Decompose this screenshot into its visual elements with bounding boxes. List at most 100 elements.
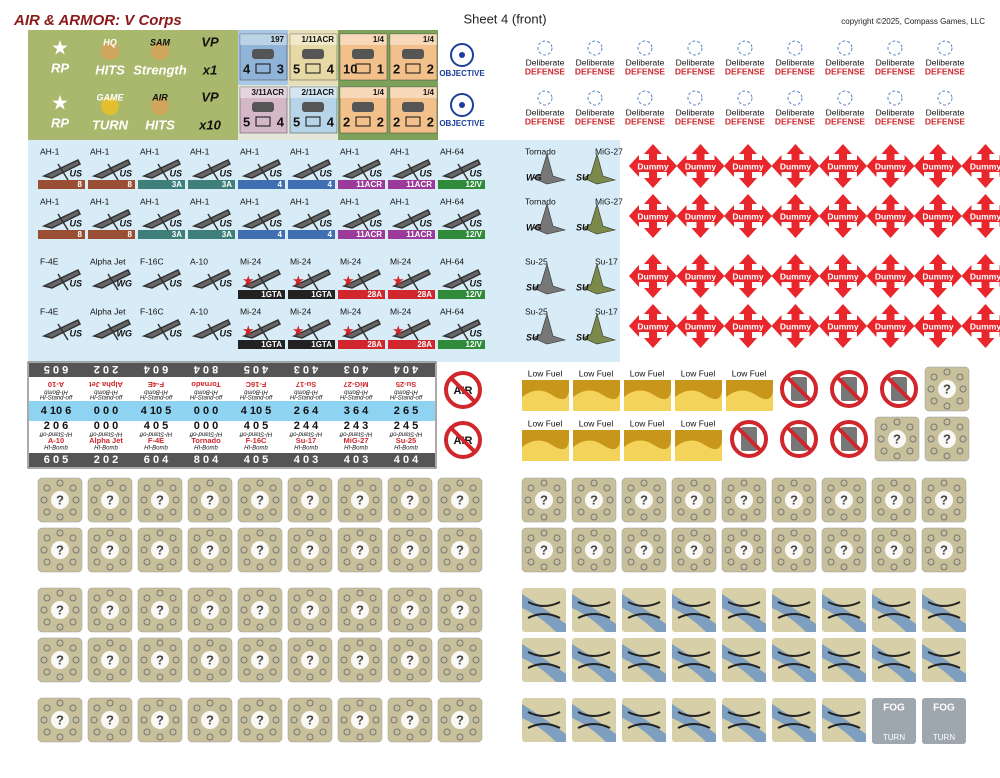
defense-text: DEFENSE [525,116,565,126]
dummy-text: Dummy [637,321,668,331]
hidden-dot [343,594,351,602]
hidden-dot [356,673,364,681]
hidden-dot [119,644,127,652]
hidden-badge [251,651,269,669]
hidden-dot [924,496,932,504]
aircraft-name: Mi-24 [340,256,362,266]
hidden-dot [556,546,564,554]
hidden-dot [369,534,377,542]
hidden-dot [93,668,101,676]
hidden-dot [56,623,64,631]
hidden-dot [903,558,911,566]
strip-value: 2 0 6 [44,420,68,432]
hidden-dot [169,704,177,712]
hidden-mark: ? [890,492,898,507]
hidden-dot [877,534,885,542]
unit-badge [438,180,485,189]
bridge [577,601,611,619]
hidden-dot [369,484,377,492]
hidden-dot [690,513,698,521]
strip-value: 2 6 5 [394,405,418,417]
hidden-badge [51,651,69,669]
hidden-dot [606,546,614,554]
dummy-arrows [629,254,677,298]
hidden-dot [874,546,882,554]
hidden-dot [56,733,64,741]
hidden-dot [293,728,301,736]
strip-value: 2 0 2 [94,454,118,466]
hidden-dot [456,513,464,521]
aircraft-side: SU [526,282,539,292]
strip-value: 4 0 4 [394,454,419,466]
hidden-badge [151,541,169,559]
hidden-dot [422,656,430,664]
strip-value: 2 4 4 [294,420,319,432]
hidden-dot [306,589,314,597]
hidden-dot [222,496,230,504]
hidden-mark: ? [256,492,264,507]
hidden-mark: ? [206,652,214,667]
defense-text: DEFENSE [925,66,965,76]
hidden-dot [343,508,351,516]
hidden-mark: ? [406,492,414,507]
hidden-dot [840,563,848,571]
bridge [677,651,711,669]
unit-attack: 4 [243,61,251,76]
aircraft-side: US [369,218,382,228]
hidden-dot [106,563,114,571]
strip-value: 6 0 5 [44,454,68,466]
hidden-dot [172,496,180,504]
hidden-dot [419,534,427,542]
hidden-dot [456,639,464,647]
hidden-badge [401,491,419,509]
low-fuel-text: Low Fuel [732,368,767,378]
hidden-badge [101,711,119,729]
hidden-dot [306,529,314,537]
star: ★ [392,323,405,339]
hidden-dot [319,668,327,676]
hidden-dot [119,728,127,736]
hidden-dot [540,529,548,537]
badge-text: 11ACR [356,230,382,239]
hidden-dot [393,704,401,712]
defense-text: Deliberate [626,107,665,117]
tank-icon [402,102,424,112]
hidden-dot [556,496,564,504]
hidden-dot [219,704,227,712]
bridge [627,601,661,619]
defense-text: Deliberate [726,57,765,67]
dummy-text: Dummy [685,271,716,281]
hidden-dot [156,589,164,597]
hidden-dot [93,534,101,542]
dummy-text: Dummy [922,321,953,331]
hidden-dot [469,728,477,736]
hidden-dot [293,508,301,516]
defense-icon [537,90,553,106]
unit-id: 1/4 [373,88,385,97]
hidden-dot [140,716,148,724]
aircraft-name: AH-1 [40,146,60,156]
hidden-dot [119,534,127,542]
hidden-dot [119,594,127,602]
hidden-dot [140,496,148,504]
defense-text: DEFENSE [575,116,615,126]
aircraft-name: Su-25 [525,256,548,266]
objective-icon [450,93,474,117]
defense-text: DEFENSE [825,66,865,76]
hidden-dot [959,385,967,393]
hidden-dot [940,563,948,571]
aircraft-icon [391,269,432,291]
hidden-dot [156,639,164,647]
hidden-dot [959,435,967,443]
strip-mode: HI-Bomb [94,446,118,452]
hidden-dot [524,496,532,504]
hidden-dot [369,594,377,602]
hidden-dot [169,534,177,542]
aircraft-name: AH-1 [190,146,210,156]
hidden-dot [290,546,298,554]
defense-icon [887,90,903,106]
hidden-badge [451,601,469,619]
hidden-dot [222,656,230,664]
aircraft-icon [391,319,432,341]
hidden-dot [703,508,711,516]
